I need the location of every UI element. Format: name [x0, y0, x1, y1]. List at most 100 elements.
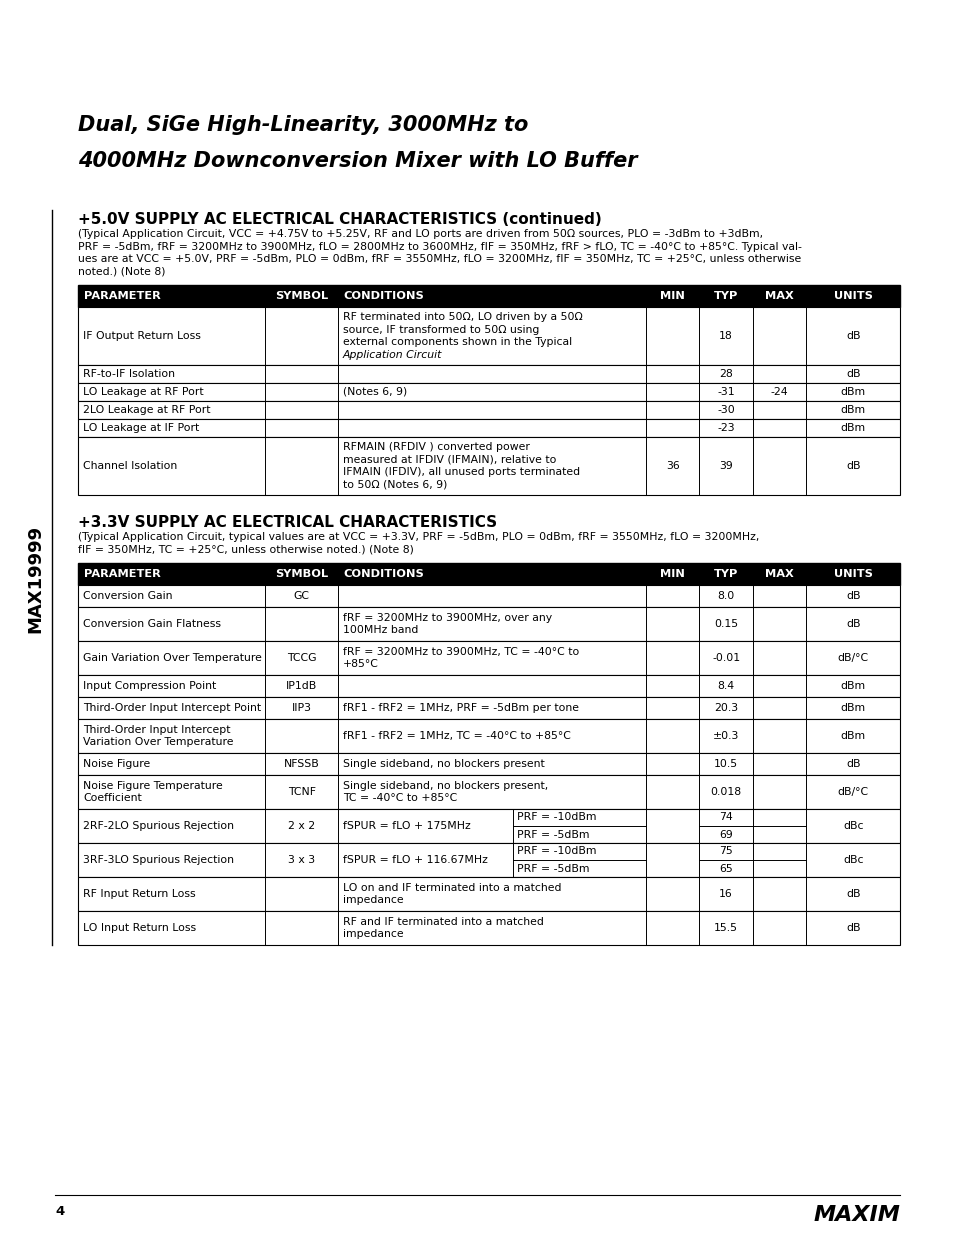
Text: Application Circuit: Application Circuit	[342, 350, 441, 359]
Text: Noise Figure Temperature: Noise Figure Temperature	[83, 781, 222, 790]
Text: TCNF: TCNF	[287, 787, 315, 797]
Text: 36: 36	[665, 461, 679, 471]
Text: Variation Over Temperature: Variation Over Temperature	[83, 737, 233, 747]
Text: UNITS: UNITS	[833, 291, 872, 301]
Text: fIF = 350MHz, TC = +25°C, unless otherwise noted.) (Note 8): fIF = 350MHz, TC = +25°C, unless otherwi…	[78, 545, 414, 555]
Text: TC = -40°C to +85°C: TC = -40°C to +85°C	[342, 793, 456, 803]
Bar	[78, 753, 899, 776]
Text: IF Output Return Loss: IF Output Return Loss	[83, 331, 201, 341]
Text: TCCG: TCCG	[287, 653, 316, 663]
Text: (Typical Application Circuit, typical values are at VCC = +3.3V, PRF = -5dBm, PL: (Typical Application Circuit, typical va…	[78, 532, 759, 542]
Text: fRF1 - fRF2 = 1MHz, TC = -40°C to +85°C: fRF1 - fRF2 = 1MHz, TC = -40°C to +85°C	[342, 731, 570, 741]
Bar	[78, 308, 899, 366]
Bar	[78, 911, 899, 945]
Text: (Typical Application Circuit, VCC = +4.75V to +5.25V, RF and LO ports are driven: (Typical Application Circuit, VCC = +4.7…	[78, 228, 762, 240]
Text: dB: dB	[845, 592, 860, 601]
Text: MAX19999: MAX19999	[26, 525, 44, 632]
Text: MIN: MIN	[659, 569, 684, 579]
Text: CONDITIONS: CONDITIONS	[343, 291, 424, 301]
Text: fSPUR = fLO + 175MHz: fSPUR = fLO + 175MHz	[342, 821, 470, 831]
Text: UNITS: UNITS	[833, 569, 872, 579]
Text: Input Compression Point: Input Compression Point	[83, 680, 216, 692]
Text: Conversion Gain Flatness: Conversion Gain Flatness	[83, 619, 221, 629]
Text: 65: 65	[719, 863, 732, 873]
Text: 18: 18	[719, 331, 732, 341]
Bar	[78, 563, 899, 585]
Text: PARAMETER: PARAMETER	[84, 291, 161, 301]
Text: dB/°C: dB/°C	[837, 787, 868, 797]
Text: PRF = -5dBm, fRF = 3200MHz to 3900MHz, fLO = 2800MHz to 3600MHz, fIF = 350MHz, f: PRF = -5dBm, fRF = 3200MHz to 3900MHz, f…	[78, 242, 801, 252]
Text: external components shown in the Typical: external components shown in the Typical	[342, 337, 571, 347]
Text: dBm: dBm	[840, 387, 864, 396]
Text: Noise Figure: Noise Figure	[83, 760, 150, 769]
Text: 0.018: 0.018	[710, 787, 740, 797]
Text: IFMAIN (IFDIV), all unused ports terminated: IFMAIN (IFDIV), all unused ports termina…	[342, 467, 579, 477]
Text: 20.3: 20.3	[714, 703, 738, 713]
Text: IIP3: IIP3	[292, 703, 312, 713]
Text: -31: -31	[717, 387, 734, 396]
Bar	[78, 419, 899, 437]
Text: 8.0: 8.0	[717, 592, 734, 601]
Text: 3RF-3LO Spurious Rejection: 3RF-3LO Spurious Rejection	[83, 855, 233, 864]
Text: dBc: dBc	[842, 855, 862, 864]
Text: dBm: dBm	[840, 731, 864, 741]
Text: 69: 69	[719, 830, 732, 840]
Text: Dual, SiGe High-Linearity, 3000MHz to: Dual, SiGe High-Linearity, 3000MHz to	[78, 115, 528, 135]
Text: 3 x 3: 3 x 3	[288, 855, 314, 864]
Text: RF Input Return Loss: RF Input Return Loss	[83, 889, 195, 899]
Text: Coefficient: Coefficient	[83, 793, 142, 803]
Bar	[78, 585, 899, 606]
Text: PARAMETER: PARAMETER	[84, 569, 161, 579]
Text: fSPUR = fLO + 116.67MHz: fSPUR = fLO + 116.67MHz	[342, 855, 487, 864]
Text: 10.5: 10.5	[714, 760, 738, 769]
Text: measured at IFDIV (IFMAIN), relative to: measured at IFDIV (IFMAIN), relative to	[342, 454, 556, 464]
Text: impedance: impedance	[342, 895, 403, 905]
Bar	[78, 641, 899, 676]
Text: dB: dB	[845, 760, 860, 769]
Bar	[78, 285, 899, 308]
Text: Single sideband, no blockers present: Single sideband, no blockers present	[342, 760, 544, 769]
Bar	[78, 877, 899, 911]
Text: -23: -23	[717, 424, 734, 433]
Text: Gain Variation Over Temperature: Gain Variation Over Temperature	[83, 653, 262, 663]
Text: CONDITIONS: CONDITIONS	[343, 569, 424, 579]
Text: 2 x 2: 2 x 2	[288, 821, 314, 831]
Text: RF-to-IF Isolation: RF-to-IF Isolation	[83, 369, 174, 379]
Text: TYP: TYP	[713, 291, 738, 301]
Text: fRF = 3200MHz to 3900MHz, TC = -40°C to: fRF = 3200MHz to 3900MHz, TC = -40°C to	[342, 647, 578, 657]
Text: Conversion Gain: Conversion Gain	[83, 592, 172, 601]
Text: dBm: dBm	[840, 680, 864, 692]
Text: dB/°C: dB/°C	[837, 653, 868, 663]
Text: 28: 28	[719, 369, 732, 379]
Text: LO Input Return Loss: LO Input Return Loss	[83, 923, 196, 932]
Text: MAX: MAX	[764, 569, 793, 579]
Text: PRF = -10dBm: PRF = -10dBm	[517, 813, 597, 823]
Text: dB: dB	[845, 923, 860, 932]
Text: 100MHz band: 100MHz band	[342, 625, 417, 635]
Text: impedance: impedance	[342, 929, 403, 940]
Bar	[78, 606, 899, 641]
Text: +5.0V SUPPLY AC ELECTRICAL CHARACTERISTICS (continued): +5.0V SUPPLY AC ELECTRICAL CHARACTERISTI…	[78, 212, 601, 227]
Text: dBm: dBm	[840, 405, 864, 415]
Text: fRF1 - fRF2 = 1MHz, PRF = -5dBm per tone: fRF1 - fRF2 = 1MHz, PRF = -5dBm per tone	[342, 703, 578, 713]
Text: -24: -24	[770, 387, 787, 396]
Text: fRF = 3200MHz to 3900MHz, over any: fRF = 3200MHz to 3900MHz, over any	[342, 613, 551, 622]
Text: +3.3V SUPPLY AC ELECTRICAL CHARACTERISTICS: +3.3V SUPPLY AC ELECTRICAL CHARACTERISTI…	[78, 515, 497, 530]
Text: -30: -30	[717, 405, 734, 415]
Text: PRF = -5dBm: PRF = -5dBm	[517, 863, 589, 873]
Text: (Notes 6, 9): (Notes 6, 9)	[342, 387, 407, 396]
Text: dBm: dBm	[840, 424, 864, 433]
Text: Single sideband, no blockers present,: Single sideband, no blockers present,	[342, 781, 547, 790]
Text: MAXIM: MAXIM	[812, 1205, 899, 1225]
Text: dB: dB	[845, 369, 860, 379]
Text: IP1dB: IP1dB	[286, 680, 317, 692]
Text: 39: 39	[719, 461, 732, 471]
Text: -0.01: -0.01	[711, 653, 740, 663]
Bar	[78, 676, 899, 697]
Text: 16: 16	[719, 889, 732, 899]
Text: 4: 4	[55, 1205, 64, 1218]
Text: MAX: MAX	[764, 291, 793, 301]
Text: dB: dB	[845, 461, 860, 471]
Text: 8.4: 8.4	[717, 680, 734, 692]
Text: dBm: dBm	[840, 703, 864, 713]
